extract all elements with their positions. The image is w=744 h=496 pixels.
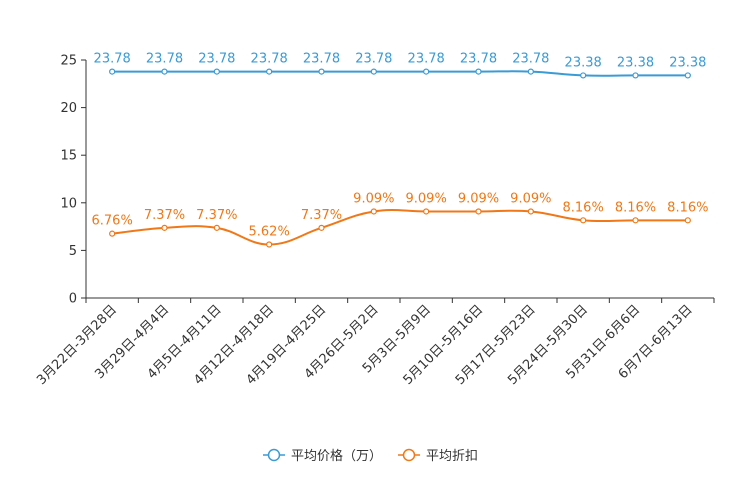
data-label: 8.16%	[615, 200, 656, 215]
data-label: 23.78	[198, 52, 235, 67]
data-label: 23.38	[617, 55, 654, 70]
data-point[interactable]	[475, 68, 482, 75]
legend-marker-icon	[267, 448, 281, 462]
data-point[interactable]	[318, 224, 325, 231]
legend-item-0[interactable]: 平均价格（万）	[263, 448, 382, 464]
data-point[interactable]	[266, 68, 273, 75]
y-tick-label: 0	[69, 292, 77, 307]
data-point[interactable]	[684, 217, 691, 224]
data-label: 9.09%	[458, 191, 499, 206]
data-label: 5.62%	[249, 224, 290, 239]
data-label: 23.78	[146, 52, 183, 67]
data-point[interactable]	[632, 217, 639, 224]
series-0: 23.78 23.78 23.78 23.78 23.78 23.78 23.78 23.78…	[94, 52, 706, 79]
data-point[interactable]	[423, 68, 430, 75]
data-label: 23.78	[460, 52, 497, 67]
data-point[interactable]	[266, 241, 273, 248]
data-label: 23.38	[565, 55, 602, 70]
data-label: 7.37%	[144, 208, 185, 223]
data-label: 8.16%	[667, 200, 708, 215]
data-label: 6.76%	[92, 214, 133, 229]
y-tick-label: 20	[60, 101, 77, 116]
data-point[interactable]	[632, 72, 639, 79]
y-tick-label: 15	[60, 149, 77, 164]
data-label: 23.78	[512, 52, 549, 67]
data-label: 23.78	[408, 52, 445, 67]
data-point[interactable]	[161, 68, 168, 75]
legend-label: 平均价格（万）	[291, 448, 382, 464]
data-point[interactable]	[423, 208, 430, 215]
data-point[interactable]	[161, 224, 168, 231]
data-label: 9.09%	[353, 191, 394, 206]
data-point[interactable]	[370, 208, 377, 215]
data-label: 23.78	[303, 52, 340, 67]
data-label: 7.37%	[301, 208, 342, 223]
chart-series: 23.78 23.78 23.78 23.78 23.78 23.78 23.78 23.78…	[92, 52, 708, 248]
data-label: 23.78	[251, 52, 288, 67]
legend-marker-icon	[402, 448, 416, 462]
legend-label: 平均折扣	[426, 449, 478, 464]
series-line	[112, 209, 688, 246]
data-point[interactable]	[318, 68, 325, 75]
chart-legend[interactable]: 平均价格（万） 平均折扣	[263, 448, 478, 464]
y-tick-label: 10	[60, 196, 77, 211]
data-point[interactable]	[580, 72, 587, 79]
data-label: 23.78	[94, 52, 131, 67]
series-1: 6.76% 7.37% 7.37% 5.62% 7.37% 9.09% 9.09% 9.09%…	[92, 191, 708, 248]
legend-item-1[interactable]: 平均折扣	[398, 448, 478, 464]
y-tick-label: 25	[60, 54, 77, 69]
data-point[interactable]	[475, 208, 482, 215]
data-label: 7.37%	[196, 208, 237, 223]
data-point[interactable]	[527, 208, 534, 215]
data-point[interactable]	[109, 230, 116, 237]
data-label: 23.78	[355, 52, 392, 67]
data-point[interactable]	[109, 68, 116, 75]
data-label: 8.16%	[563, 200, 604, 215]
y-tick-label: 5	[69, 244, 77, 259]
data-label: 9.09%	[510, 191, 551, 206]
data-point[interactable]	[684, 72, 691, 79]
data-point[interactable]	[580, 217, 587, 224]
data-point[interactable]	[370, 68, 377, 75]
data-point[interactable]	[213, 68, 220, 75]
data-label: 9.09%	[406, 191, 447, 206]
data-label: 23.38	[669, 55, 706, 70]
data-point[interactable]	[213, 224, 220, 231]
data-point[interactable]	[527, 68, 534, 75]
series-line	[112, 70, 688, 77]
